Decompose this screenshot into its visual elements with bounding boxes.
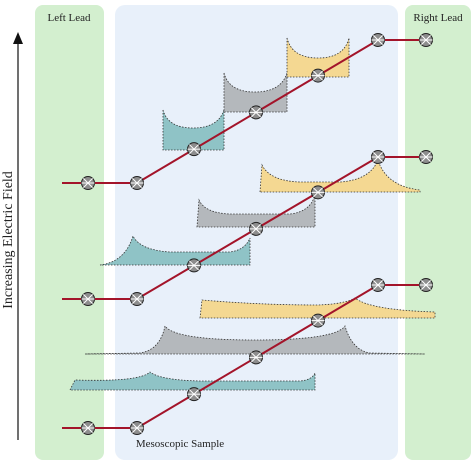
right-lead-label: Right Lead [413, 12, 463, 24]
scatterer [371, 278, 385, 292]
band-grey [84, 325, 426, 355]
scatterer [81, 176, 95, 190]
scatterer [130, 176, 144, 190]
scatterer [419, 278, 433, 292]
band-yellow [199, 297, 436, 319]
scatterer [311, 68, 325, 83]
arrow-head [13, 32, 23, 44]
scatterer [249, 105, 263, 120]
left-lead-panel [35, 5, 104, 460]
sample-label: Mesoscopic Sample [136, 438, 224, 450]
scatterer [371, 33, 385, 47]
scatterer [311, 313, 325, 328]
scatterer [249, 221, 263, 236]
scatterer [371, 150, 385, 164]
band-grey [196, 194, 316, 228]
scatterer [130, 421, 144, 435]
left-lead-label: Left Lead [47, 12, 91, 24]
potential-lines [62, 33, 433, 435]
scatterer [130, 292, 144, 306]
scatterer [419, 33, 433, 47]
band-teal [99, 234, 251, 266]
scatterer [249, 350, 263, 365]
scatterer [81, 292, 95, 306]
right-lead-panel [405, 5, 471, 460]
scatterer [311, 185, 325, 200]
band-teal [69, 371, 316, 391]
scatterer [81, 421, 95, 435]
scatterer [187, 387, 201, 402]
axis-label: Increasing Electric Field [1, 171, 16, 309]
band-yellow [259, 158, 421, 193]
scatterer [187, 142, 201, 157]
scatterer [187, 258, 201, 273]
scatterer [419, 150, 433, 164]
